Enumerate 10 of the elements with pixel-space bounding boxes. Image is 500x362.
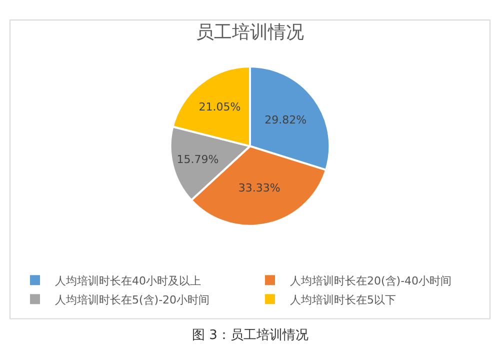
data-label: 33.33% (238, 181, 280, 194)
legend-label: 人均培训时长在5以下 (290, 293, 396, 306)
legend-label: 人均培训时长在20(含)-40小时间 (290, 274, 452, 288)
data-label: 21.05% (198, 100, 241, 114)
data-label: 29.82% (264, 114, 307, 127)
caption: 图 3：员工培训情况 (192, 328, 308, 343)
data-label: 15.79% (176, 152, 219, 166)
legend-label: 人均培训时长在5(含)-20小时间 (55, 293, 210, 306)
chart-title: 员工培训情况 (196, 22, 304, 43)
legend-label: 人均培训时长在40小时及以上 (55, 274, 201, 288)
